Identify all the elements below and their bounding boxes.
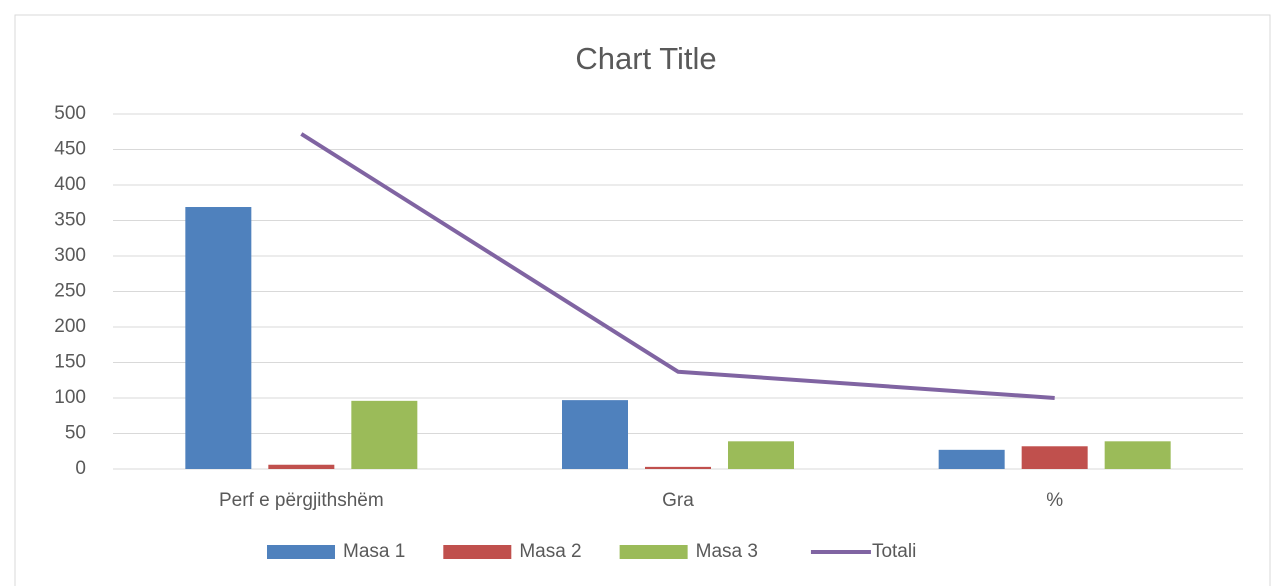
- bar: [1104, 441, 1171, 469]
- bar: [268, 464, 335, 469]
- y-tick-label: 100: [54, 387, 86, 408]
- x-tick-label: Perf e përgjithshëm: [219, 490, 384, 511]
- y-tick-label: 250: [54, 281, 86, 302]
- bar: [728, 441, 794, 469]
- legend-label: Masa 3: [696, 541, 758, 562]
- legend-swatch: [443, 545, 512, 559]
- y-tick-label: 200: [54, 316, 86, 337]
- bar: [185, 207, 252, 469]
- legend-label: Masa 1: [343, 541, 405, 562]
- x-tick-label: Gra: [662, 490, 694, 511]
- bar: [1021, 446, 1088, 469]
- bar: [938, 449, 1005, 469]
- bar: [351, 400, 418, 469]
- y-tick-label: 350: [54, 210, 86, 231]
- y-tick-label: 400: [54, 174, 86, 195]
- bar: [562, 400, 628, 469]
- chart-title: Chart Title: [575, 41, 716, 76]
- y-tick-label: 50: [65, 423, 86, 444]
- legend-label: Totali: [872, 541, 916, 562]
- y-tick-label: 0: [75, 458, 86, 479]
- x-tick-label: %: [1046, 490, 1063, 511]
- bar: [645, 466, 711, 469]
- y-tick-label: 300: [54, 245, 86, 266]
- y-tick-label: 450: [54, 139, 86, 160]
- legend-swatch: [619, 545, 688, 559]
- legend-label: Masa 2: [519, 541, 581, 562]
- legend-swatch: [267, 545, 335, 559]
- y-tick-label: 500: [54, 103, 86, 124]
- line: [300, 132, 1055, 400]
- y-tick-label: 150: [54, 352, 86, 373]
